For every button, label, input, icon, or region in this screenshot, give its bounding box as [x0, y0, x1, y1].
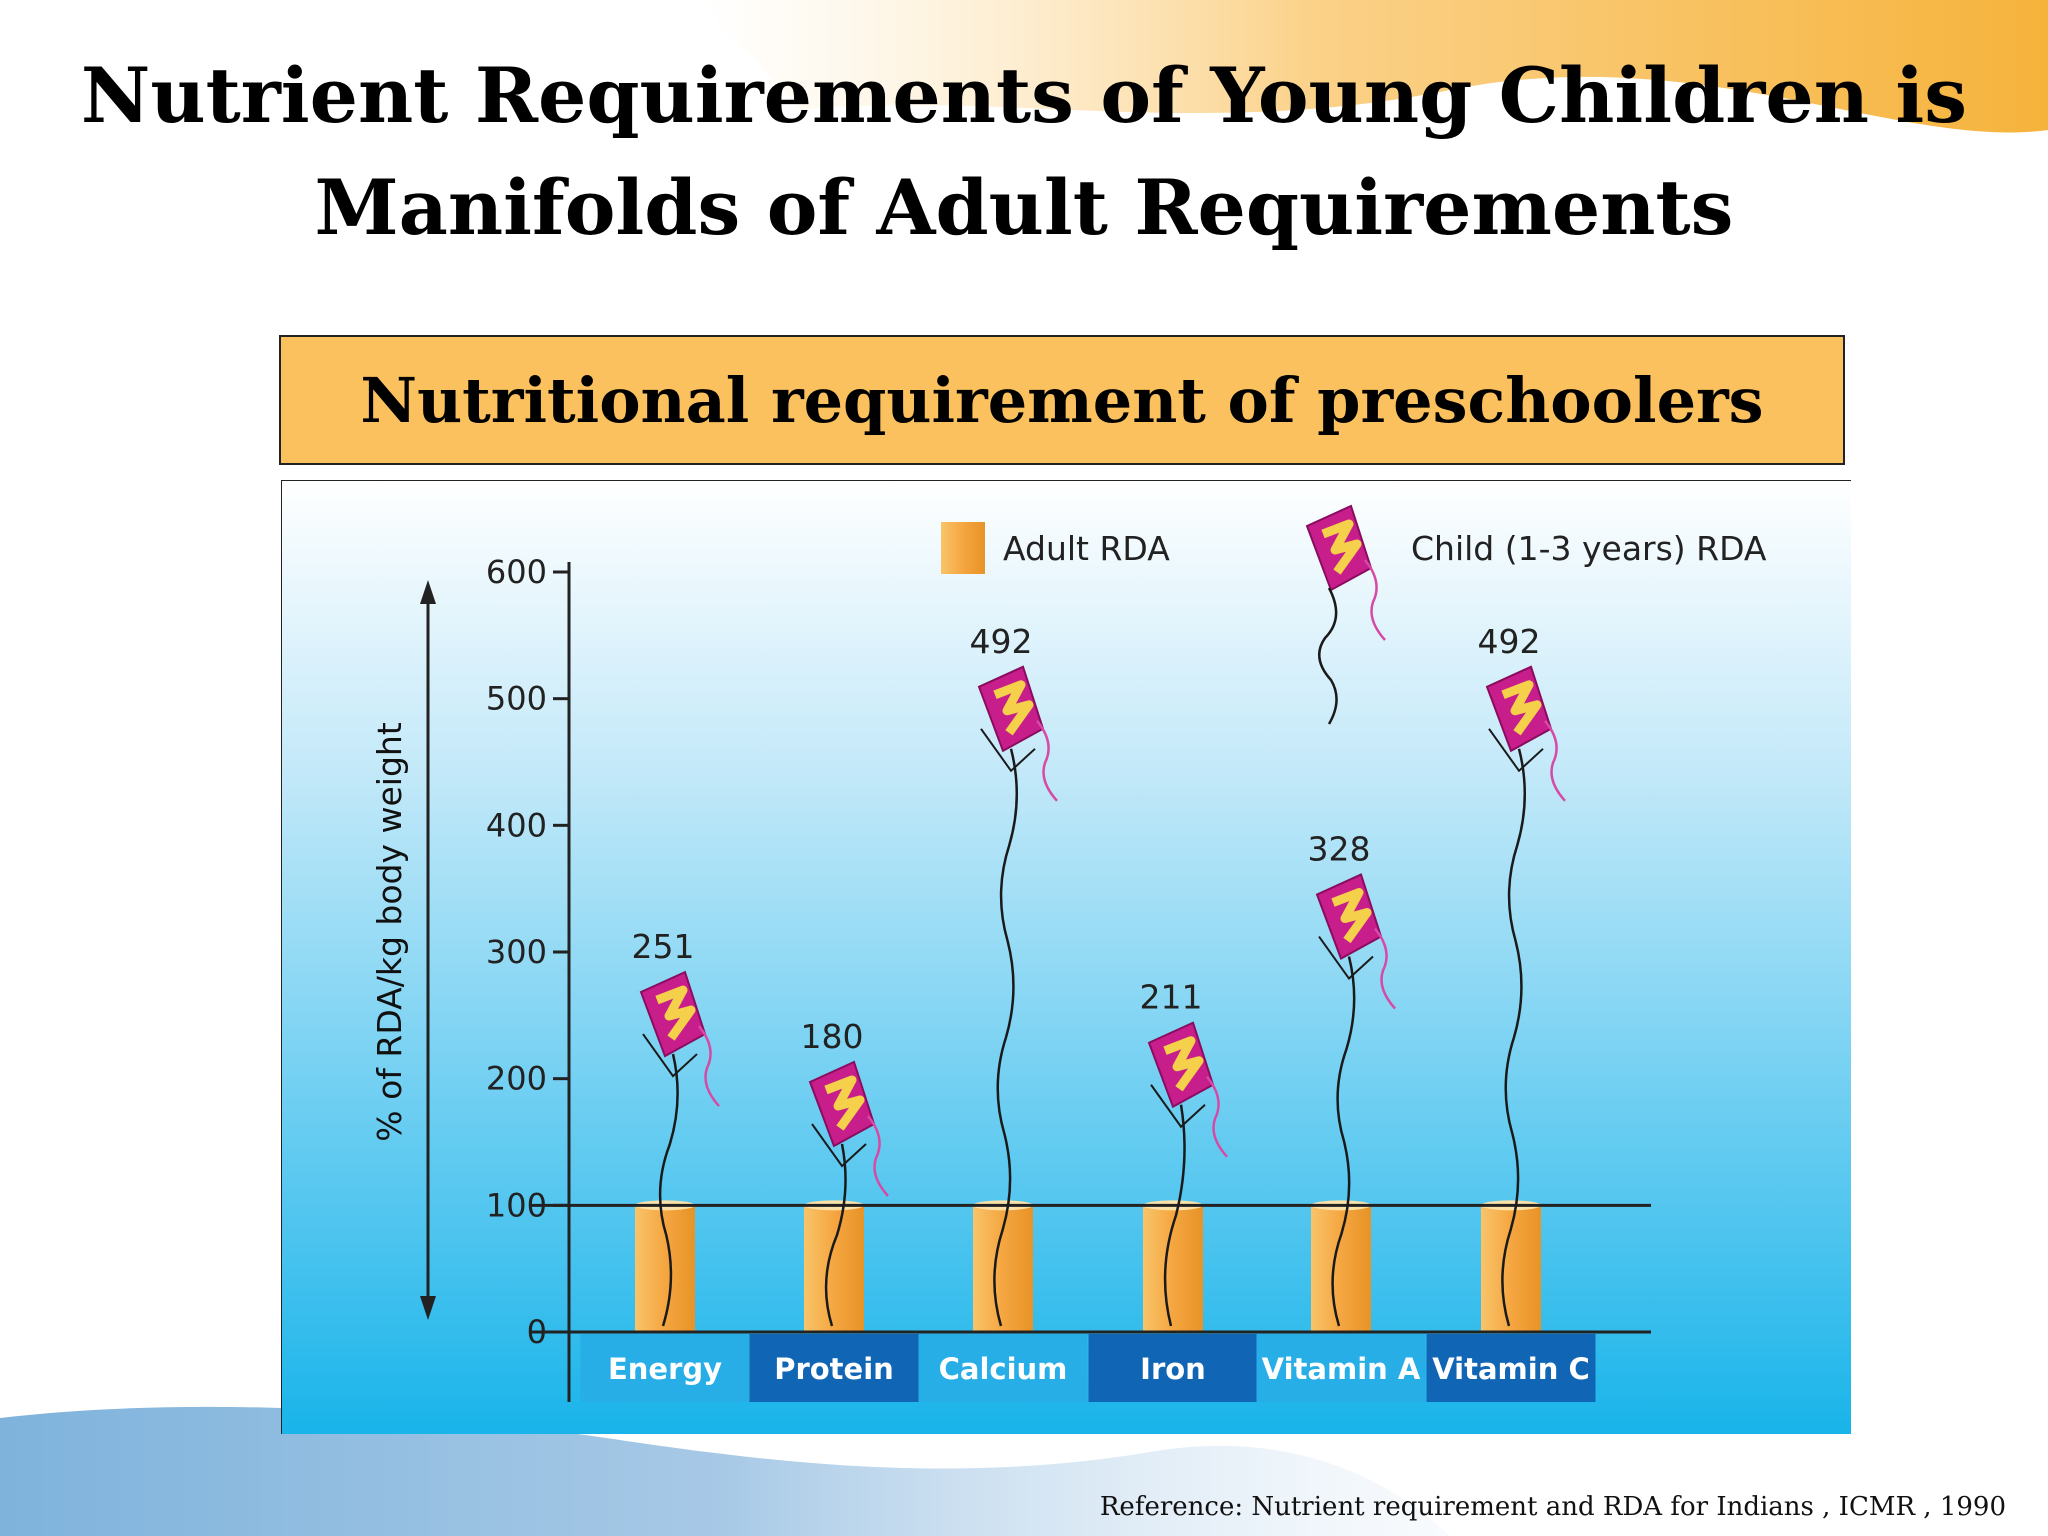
- data-label: 492: [970, 622, 1033, 661]
- kite-bridle: [1150, 1084, 1206, 1129]
- y-axis-label: % of RDA/kg body weight: [370, 722, 409, 1142]
- legend-swatch-adult: [941, 522, 985, 574]
- x-tick-label: Iron: [1140, 1352, 1206, 1386]
- kite-string: [658, 1053, 679, 1327]
- kite-bridle: [642, 1033, 698, 1078]
- kite-tail: [1036, 720, 1058, 802]
- y-arrow-down-head: [420, 1296, 436, 1320]
- kite-string: [1501, 748, 1526, 1327]
- category-band: [749, 1334, 919, 1402]
- legend-label-child: Child (1-3 years) RDA: [1411, 529, 1767, 568]
- legend-kite-string: [1318, 587, 1338, 725]
- kite-bridle: [811, 1123, 867, 1168]
- y-tick-label: 400: [486, 806, 547, 844]
- blue-wave: [0, 1406, 1450, 1536]
- adult-rda-bar: [804, 1205, 864, 1332]
- kite-stripe: [1501, 680, 1542, 736]
- kite-tail: [867, 1115, 889, 1197]
- slide-title: Nutrient Requirements of Young Children …: [40, 40, 2008, 264]
- y-tick-label: 200: [486, 1060, 547, 1098]
- kite-string: [993, 748, 1018, 1327]
- chart-background: [281, 480, 1851, 1434]
- x-tick-label: Energy: [608, 1352, 722, 1386]
- kite-tail: [1364, 559, 1386, 641]
- y-tick-label: 500: [486, 680, 547, 718]
- kite-string: [824, 1143, 847, 1327]
- slide-title-line-2: Manifolds of Adult Requirements: [314, 163, 1734, 252]
- kite-stripe: [1331, 888, 1372, 944]
- kite-stripe: [824, 1075, 865, 1131]
- kite-bridle: [1488, 728, 1544, 773]
- kite-stripe: [655, 985, 696, 1041]
- kite-tail: [698, 1025, 720, 1107]
- x-tick-label: Protein: [774, 1352, 894, 1386]
- slide-title-line-1: Nutrient Requirements of Young Children …: [80, 51, 1968, 140]
- category-band: [580, 1334, 750, 1402]
- kite-tail: [1374, 927, 1396, 1010]
- chart-title: Nutritional requirement of preschoolers: [360, 363, 1764, 437]
- kite-tail: [1206, 1075, 1228, 1158]
- kite-bridle: [1318, 935, 1374, 981]
- kite-bridle: [980, 728, 1036, 773]
- x-tick-label: Calcium: [939, 1352, 1068, 1386]
- category-band: [1088, 1334, 1258, 1402]
- data-label: 211: [1140, 978, 1203, 1017]
- data-label: 180: [801, 1017, 864, 1056]
- gold-wave: [700, 0, 2048, 133]
- category-band: [1256, 1334, 1426, 1402]
- adult-rda-bar: [1311, 1205, 1371, 1332]
- y-arrow-up-head: [420, 580, 436, 604]
- data-label: 328: [1308, 830, 1371, 869]
- chart-legend: Adult RDA Child (1-3 years) RDA: [941, 504, 1767, 725]
- data-label: 251: [632, 927, 695, 966]
- kite-bar-chart: % of RDA/kg body weight 0100200300400500…: [281, 480, 1851, 1434]
- reference-note: Reference: Nutrient requirement and RDA …: [1099, 1492, 2006, 1522]
- kite-stripe: [1163, 1036, 1204, 1092]
- x-tick-label: Vitamin A: [1262, 1352, 1421, 1386]
- adult-rda-bar: [635, 1205, 695, 1332]
- kite-tail: [1544, 720, 1566, 802]
- kite-string: [1331, 956, 1356, 1327]
- category-band: [1426, 1334, 1596, 1402]
- category-band: [918, 1334, 1088, 1402]
- y-tick-label: 600: [486, 553, 547, 591]
- chart-title-banner: Nutritional requirement of preschoolers: [279, 335, 1845, 465]
- legend-label-adult: Adult RDA: [1003, 529, 1170, 568]
- kite-stripe: [1321, 519, 1362, 575]
- kite-string: [1163, 1104, 1186, 1327]
- y-tick-label: 300: [486, 933, 547, 971]
- x-tick-label: Vitamin C: [1432, 1352, 1590, 1386]
- data-label: 492: [1478, 622, 1541, 661]
- kite-stripe: [993, 680, 1034, 736]
